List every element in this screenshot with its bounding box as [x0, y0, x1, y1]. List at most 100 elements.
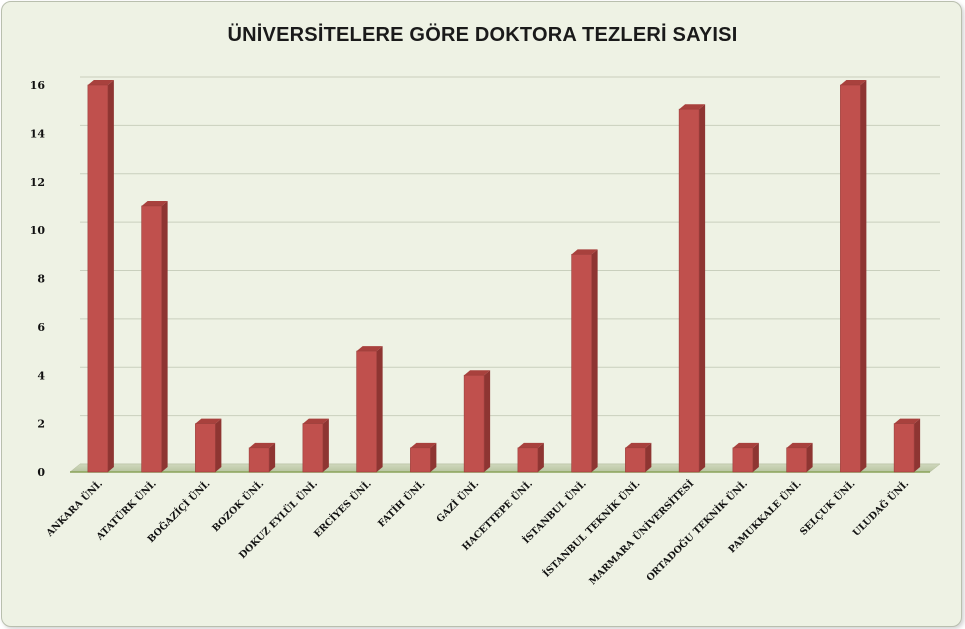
bar-side	[215, 418, 222, 472]
bar-top	[195, 418, 222, 424]
bar	[571, 249, 598, 473]
x-tick-label: MARMARA ÜNİVERSİTESİ	[586, 477, 697, 588]
bar-front	[141, 205, 162, 472]
bar	[356, 346, 383, 473]
bar	[302, 418, 329, 473]
bar-front	[195, 423, 216, 472]
bar-top	[141, 200, 168, 206]
bar-side	[430, 442, 437, 472]
bar-outline	[141, 205, 162, 473]
bar-top	[302, 418, 329, 424]
chart-title: ÜNİVERSİTELERE GÖRE DOKTORA TEZLERİ SAYI…	[227, 24, 738, 46]
bar-top	[840, 80, 867, 85]
bar-top	[732, 442, 759, 448]
bar-top	[786, 442, 813, 448]
bar-side	[322, 418, 329, 472]
bar-outline	[517, 447, 539, 473]
bar-front	[410, 447, 431, 472]
y-tick-label: 14	[30, 127, 46, 140]
bar-outline	[893, 423, 915, 473]
x-tick-label: ANKARA ÜNİ.	[42, 477, 105, 540]
bar-side	[914, 418, 921, 472]
bar-side	[484, 370, 491, 472]
bar	[141, 200, 168, 473]
bar	[893, 418, 921, 473]
y-tick-label: 10	[30, 224, 46, 237]
bar-side	[860, 80, 867, 472]
bar-top	[571, 249, 598, 255]
bar-front	[249, 447, 270, 472]
bar-outline	[571, 254, 592, 473]
bar-top	[894, 418, 921, 424]
bar-outline	[356, 350, 377, 473]
bar-front	[517, 447, 538, 472]
bar-front	[87, 85, 108, 472]
y-tick-label: 2	[37, 418, 45, 431]
bar-top	[249, 442, 276, 448]
bar-top	[410, 442, 437, 448]
bar-outline	[302, 423, 324, 473]
bar-front	[679, 109, 700, 472]
bar-outline	[625, 447, 646, 473]
bar-front	[625, 447, 646, 472]
bar-outline	[463, 374, 485, 473]
y-tick-label: 12	[30, 176, 45, 189]
bar-side	[161, 200, 168, 472]
x-tick-label: BOZOK ÜNİ.	[209, 477, 266, 534]
bar-front	[571, 254, 592, 472]
bar-outline	[195, 423, 216, 473]
bar	[786, 442, 813, 473]
bar-front	[786, 447, 807, 472]
bar-side	[376, 346, 383, 472]
bar	[410, 442, 437, 473]
bar-top	[517, 442, 544, 448]
bar-top	[679, 104, 706, 110]
bar-outline	[87, 84, 109, 473]
bar-front	[302, 423, 323, 472]
x-tick-label: ORTADOĞU TEKNİK ÜNİ.	[643, 477, 750, 584]
bar	[463, 370, 491, 473]
bar-front	[732, 447, 753, 472]
bar-side	[591, 249, 598, 472]
bar-outline	[678, 108, 700, 473]
bar-side	[269, 442, 276, 472]
x-tick-label: ERCİYES ÜNİ.	[311, 477, 374, 540]
bar	[517, 442, 544, 473]
bar-side	[806, 442, 813, 472]
bar-side	[752, 442, 759, 472]
x-tick-label: ULUDAĞ ÜNİ.	[849, 477, 911, 539]
bar	[732, 442, 759, 473]
y-tick-label: 16	[30, 79, 46, 92]
bar-front	[894, 423, 915, 472]
y-tick-label: 4	[37, 369, 45, 382]
y-tick-label: 0	[37, 466, 45, 479]
bar-side	[645, 442, 652, 472]
bar-front	[464, 375, 485, 472]
x-tick-label: SELÇUK ÜNİ.	[797, 477, 858, 538]
bar-front	[356, 351, 377, 472]
bar-top	[625, 442, 652, 448]
y-tick-label: 6	[37, 321, 45, 334]
x-tick-label: FATİH ÜNİ.	[375, 477, 428, 530]
bar-side	[107, 80, 114, 472]
bar	[625, 442, 652, 473]
bar-side	[699, 104, 706, 472]
bar-side	[537, 442, 544, 472]
bar	[87, 80, 114, 473]
bar-outline	[732, 447, 754, 473]
y-tick-label: 8	[37, 273, 45, 286]
bar	[678, 104, 706, 473]
bar-top	[87, 80, 114, 85]
bar-outline	[840, 84, 861, 473]
bar-top	[356, 346, 383, 352]
x-tick-label: GAZİ ÜNİ.	[433, 477, 481, 525]
bar	[248, 442, 276, 473]
bar-outline	[410, 447, 431, 473]
bar-front	[840, 85, 861, 472]
x-tick-label: İSTANBUL TEKNİK ÜNİ.	[540, 477, 643, 580]
bar	[195, 418, 222, 473]
bar-outline	[786, 447, 807, 473]
bar	[840, 80, 867, 473]
bar-top	[464, 370, 491, 376]
